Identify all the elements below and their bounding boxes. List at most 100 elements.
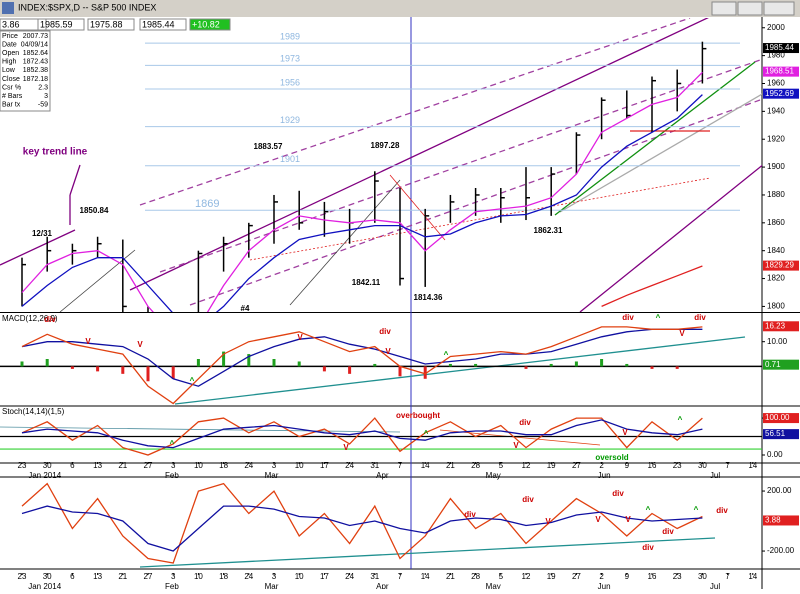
annotation: V — [595, 515, 601, 524]
x-tick-label: 16 — [648, 461, 657, 470]
histogram-bar — [348, 366, 352, 374]
x-tick-label: 24 — [244, 572, 253, 581]
value-badge — [763, 66, 799, 77]
annotation: V — [343, 443, 349, 452]
panel — [21, 482, 703, 564]
x-tick-label: 23 — [18, 461, 27, 470]
x-tick-label: 30 — [698, 461, 707, 470]
month-label: Jun — [598, 471, 611, 480]
minimize-button[interactable] — [711, 1, 737, 16]
histogram-bar — [600, 359, 604, 367]
month-label: Jun — [598, 582, 611, 589]
histogram-bar — [675, 366, 679, 369]
annotation: oversold — [595, 453, 628, 462]
annotation: div — [522, 495, 534, 504]
x-tick-label: 21 — [118, 461, 127, 470]
info-value: -59 — [38, 102, 48, 109]
month-label: Feb — [165, 582, 179, 589]
histogram-bar — [20, 361, 24, 367]
badge-label: 1829.29 — [765, 261, 794, 270]
annotation: #4 — [241, 304, 250, 313]
annotation: div — [662, 527, 674, 536]
x-tick-label: 23 — [673, 461, 682, 470]
x-tick-label: 9 — [625, 572, 630, 581]
y-tick-label: 1920 — [767, 134, 785, 143]
value-badge — [763, 88, 799, 99]
annotation: ^ — [694, 505, 699, 514]
annotation: V — [385, 347, 391, 356]
series-line — [21, 417, 703, 456]
annotation: 1883.57 — [254, 142, 283, 151]
histogram-bar — [474, 363, 478, 367]
info-label: # Bars — [2, 93, 23, 100]
x-tick-label: 7 — [398, 572, 403, 581]
panel-label: MACD(12,26,9) — [2, 314, 58, 323]
header-value: 1975.88 — [90, 19, 123, 29]
annotation: div — [44, 315, 56, 324]
x-tick-label: 6 — [70, 572, 75, 581]
x-tick-label: 30 — [698, 572, 707, 581]
annotation: V — [545, 517, 551, 526]
info-value: 04/09/14 — [21, 41, 48, 48]
histogram-bar — [448, 363, 452, 367]
month-label: Jul — [710, 582, 720, 589]
maximize-button[interactable] — [737, 1, 763, 16]
value-badge — [763, 515, 799, 526]
y-tick-label: 1960 — [767, 79, 785, 88]
annotation: ^ — [678, 415, 683, 424]
x-tick-label: 5 — [499, 461, 504, 470]
month-label: Apr — [376, 582, 389, 589]
month-label: Mar — [265, 471, 279, 480]
value-badge — [763, 429, 799, 440]
x-tick-label: 5 — [499, 572, 504, 581]
close-button[interactable] — [763, 1, 795, 16]
annotation: 1897.28 — [371, 141, 400, 150]
window-title: INDEX:$SPX,D -- S&P 500 INDEX — [18, 2, 156, 12]
x-tick-label: 19 — [547, 461, 556, 470]
series-line — [21, 419, 703, 449]
annotation: div — [379, 327, 391, 336]
x-tick-label: 24 — [345, 461, 354, 470]
x-tick-label: 14 — [421, 461, 430, 470]
badge-label: 0.71 — [765, 360, 781, 369]
annotation: 12/31 — [32, 229, 53, 238]
annotation: 1814.36 — [414, 293, 443, 302]
histogram-bar — [625, 363, 629, 367]
change-box — [190, 19, 230, 30]
y-tick-label: 1800 — [767, 302, 785, 311]
info-box — [0, 30, 51, 112]
histogram-bar — [196, 359, 200, 367]
value-badge — [763, 413, 799, 424]
annotation: div — [519, 418, 531, 427]
panel — [0, 417, 762, 456]
month-label: Jan 2014 — [28, 582, 61, 589]
y-tick-label: 1860 — [767, 218, 785, 227]
x-tick-label: 17 — [320, 572, 329, 581]
stoch-trend-line — [0, 426, 401, 433]
value-badge — [763, 359, 799, 370]
x-tick-label: 2 — [599, 461, 604, 470]
histogram-bar — [524, 366, 528, 369]
x-tick-label: 27 — [572, 461, 581, 470]
series-line — [21, 482, 703, 564]
annotation: ^ — [170, 439, 175, 448]
month-label: Jul — [710, 471, 720, 480]
x-tick-label: 16 — [648, 572, 657, 581]
annotation: ^ — [424, 429, 429, 438]
month-label: Apr — [376, 471, 389, 480]
histogram-bar — [398, 366, 402, 377]
fib-label: 1869 — [195, 198, 219, 210]
x-tick-label: 10 — [194, 461, 203, 470]
info-value: 2.3 — [38, 84, 48, 91]
y-tick-label: 2000 — [767, 23, 785, 32]
annotation: div — [612, 489, 624, 498]
header-value: 1985.44 — [142, 19, 175, 29]
field-box — [139, 18, 187, 31]
histogram-bar — [222, 351, 226, 367]
fib-label: 1956 — [280, 77, 300, 87]
header-value: +10.82 — [192, 19, 220, 29]
field-box — [87, 18, 135, 31]
x-tick-label: 21 — [118, 572, 127, 581]
x-tick-label: 3 — [272, 461, 277, 470]
